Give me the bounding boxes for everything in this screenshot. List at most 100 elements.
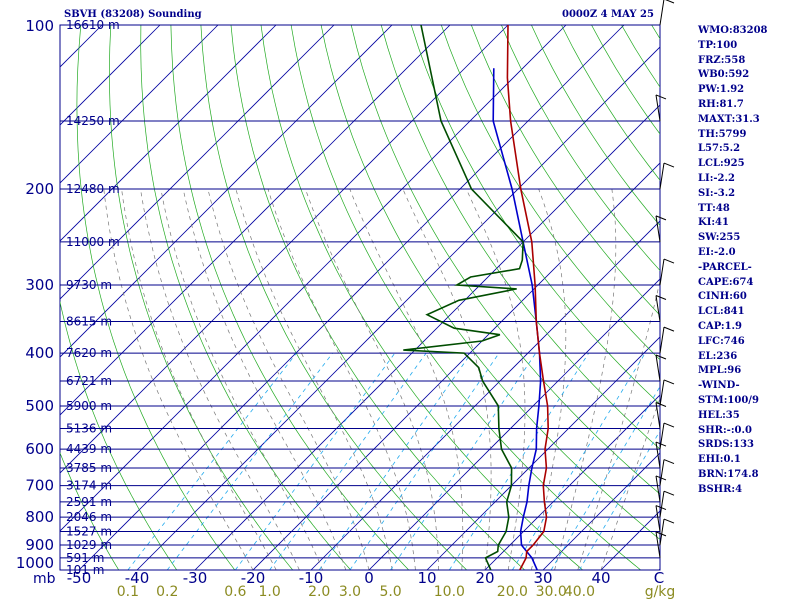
- wind-barb: [655, 215, 661, 242]
- stat-item: BRN:174.8: [698, 468, 759, 480]
- isotherm-line: [60, 25, 161, 126]
- wind-barb-flag: [655, 402, 667, 407]
- wind-barb: [655, 402, 661, 429]
- stat-item: SW:255: [698, 232, 741, 244]
- wind-barb-flag: [663, 326, 675, 332]
- wind-barb: [659, 379, 665, 407]
- stat-item: CINH:60: [698, 291, 747, 303]
- axis-unit-label: mb: [33, 571, 56, 587]
- wind-barb-flag: [655, 295, 667, 300]
- pressure-label: 900: [25, 536, 54, 554]
- isotherm-line: [426, 336, 660, 570]
- wind-barb-flag: [655, 475, 667, 481]
- height-label: 2046 m: [66, 510, 112, 524]
- temperature-trace: [506, 25, 550, 570]
- stat-item: EI:-2.0: [698, 246, 736, 258]
- isotherm-line: [60, 25, 277, 242]
- stat-item: BSHR:4: [698, 483, 743, 495]
- stat-item: SHR:-:0.0: [698, 424, 752, 436]
- stat-item: EHI:0.1: [698, 454, 741, 466]
- mixing-ratio-line: [390, 352, 537, 570]
- stat-item: -PARCEL-: [698, 261, 752, 273]
- stat-item: TH:5799: [698, 128, 747, 140]
- mixing-ratio-line: [550, 385, 660, 570]
- temperature-tick-label: C: [654, 569, 664, 587]
- temperature-tick-label: -50: [67, 569, 92, 587]
- height-label: 14250 m: [66, 114, 120, 128]
- temperature-tick-label: 30: [533, 569, 552, 587]
- wind-barb-flag: [663, 490, 675, 496]
- height-label: 1527 m: [66, 525, 112, 539]
- mixing-ratio-label: 3.0: [339, 584, 361, 600]
- isotherm-line: [60, 25, 567, 532]
- height-label: 5900 m: [66, 399, 112, 413]
- isotherm-line: [252, 162, 660, 570]
- stat-item: SRDS:133: [698, 439, 754, 451]
- height-label: 6721 m: [66, 374, 112, 388]
- isotherm-line: [194, 104, 660, 570]
- wind-barb-flag: [655, 354, 667, 360]
- height-label: 5136 m: [66, 421, 112, 435]
- pressure-label: 400: [25, 344, 54, 362]
- stat-item: SI:-3.2: [698, 187, 736, 199]
- wind-barb: [659, 258, 665, 286]
- pressure-label: 300: [25, 276, 54, 294]
- wind-barb: [659, 518, 665, 546]
- pressure-label: 100: [25, 17, 54, 35]
- moist-adiabat-line: [182, 189, 347, 570]
- mixing-ratio-line: [235, 352, 396, 570]
- mixing-ratio-line: [166, 352, 333, 570]
- moist-adiabat-line: [600, 397, 660, 570]
- stat-item: TP:100: [698, 39, 738, 51]
- stat-item: WMO:83208: [698, 25, 768, 36]
- mixing-ratio-line: [127, 352, 297, 570]
- isotherm-line: [60, 25, 393, 358]
- wind-barb: [659, 162, 665, 190]
- moist-adiabat-line: [577, 278, 660, 570]
- sounding-stats: WMO:83208 TP:100 FRZ:558 WB0:592 PW:1.92 RH:8…: [698, 24, 768, 498]
- wind-barb: [659, 327, 665, 354]
- pressure-label: 600: [25, 440, 54, 458]
- pressure-label: 1000: [16, 554, 54, 572]
- stat-item: KI:41: [698, 217, 729, 229]
- stat-item: EL:236: [698, 350, 738, 362]
- temperature-tick-label: -40: [125, 569, 150, 587]
- height-label: 591 m: [66, 551, 104, 565]
- wind-barb-flag: [655, 94, 667, 100]
- wind-barb: [655, 295, 661, 322]
- temperature-tick-label: 10: [417, 569, 436, 587]
- mixing-ratio-line: [512, 352, 646, 570]
- moist-adiabat-line: [554, 189, 617, 570]
- stat-item: WB0:592: [698, 69, 750, 81]
- isotherm-line: [60, 25, 335, 300]
- mixing-ratio-label: 2.0: [308, 584, 330, 600]
- isotherm-line: [542, 452, 660, 570]
- height-label: 2591 m: [66, 495, 112, 509]
- isotherm-line: [60, 25, 219, 184]
- stat-item: LI:-2.2: [698, 172, 735, 184]
- stat-item: RH:81.7: [698, 98, 744, 110]
- stat-item: PW:1.92: [698, 84, 745, 96]
- pressure-label: 200: [25, 180, 54, 198]
- wind-barb: [659, 0, 665, 26]
- wind-barb: [655, 354, 661, 382]
- mixing-ratio-label: 10.0: [434, 584, 465, 600]
- mixing-ratio-line: [449, 352, 590, 570]
- isotherm-line: [310, 220, 660, 570]
- stat-item: HEL:35: [698, 409, 740, 421]
- wind-barb-flag: [655, 531, 667, 537]
- mixing-ratio-line: [579, 430, 660, 570]
- stat-item: CAPE:674: [698, 276, 754, 288]
- stat-item: FRZ:558: [698, 54, 746, 66]
- sounding-time: 0000Z 4 MAY 25: [562, 9, 654, 20]
- isotherm-line: [484, 394, 660, 570]
- stat-item: STM:100/9: [698, 394, 759, 406]
- height-label: 7620 m: [66, 346, 112, 360]
- wind-barb-flag: [663, 379, 675, 385]
- height-label: 16610 m: [66, 18, 120, 32]
- moist-adiabat-line: [267, 188, 416, 570]
- temperature-tick-label: 40: [591, 569, 610, 587]
- wind-barb-flag: [663, 459, 675, 465]
- mixing-ratio-label: 30.0: [536, 584, 567, 600]
- stat-item: LCL:925: [698, 158, 745, 170]
